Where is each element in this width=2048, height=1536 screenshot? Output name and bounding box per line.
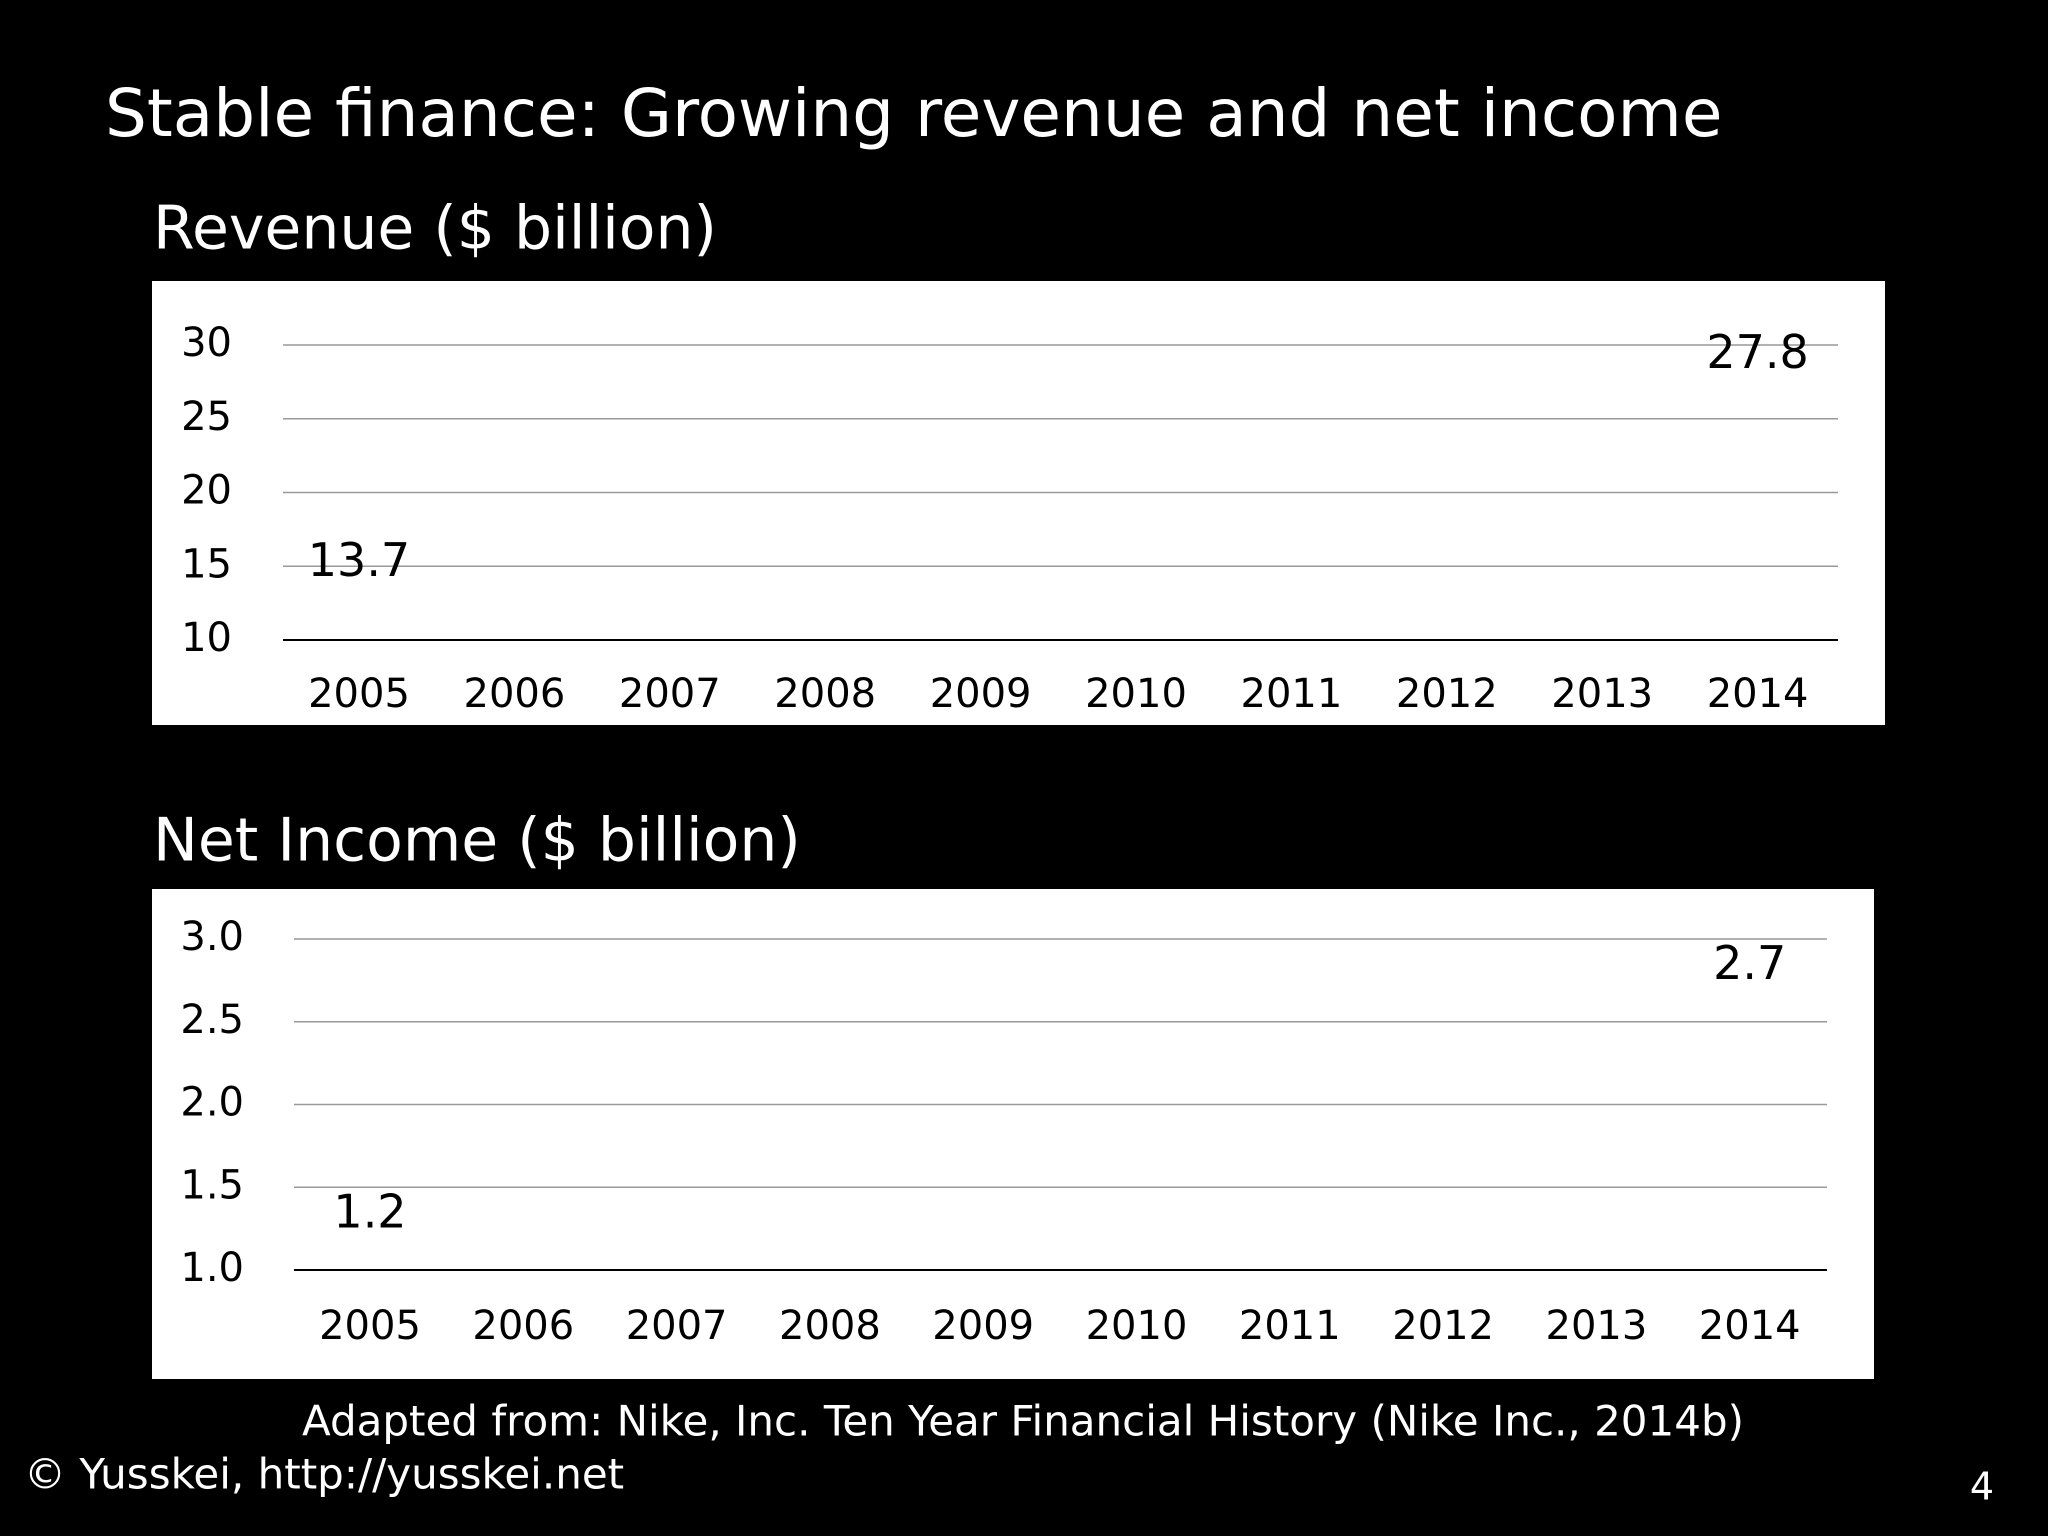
x-tick-label: 2012: [1396, 671, 1498, 717]
x-tick-label: 2012: [1392, 1303, 1494, 1349]
chart-title: Revenue ($ billion): [153, 194, 717, 264]
y-tick-label: 30: [181, 320, 232, 366]
x-tick-label: 2013: [1546, 1303, 1648, 1349]
source-note: Adapted from: Nike, Inc. Ten Year Financ…: [302, 1397, 1744, 1446]
x-tick-label: 2011: [1241, 671, 1343, 717]
x-tick-label: 2011: [1239, 1303, 1341, 1349]
chart-title: Net Income ($ billion): [153, 806, 801, 876]
x-tick-label: 2006: [472, 1303, 574, 1349]
x-tick-label: 2005: [308, 671, 410, 717]
data-label: 2.7: [1713, 936, 1786, 990]
slide-title: Stable finance: Growing revenue and net …: [105, 75, 1722, 152]
x-tick-label: 2007: [626, 1303, 728, 1349]
chart-panel: [152, 889, 1874, 1379]
x-tick-label: 2008: [774, 671, 876, 717]
x-tick-label: 2014: [1707, 671, 1809, 717]
page-number: 4: [1970, 1465, 1994, 1509]
x-tick-label: 2013: [1551, 671, 1653, 717]
x-tick-label: 2010: [1086, 1303, 1188, 1349]
y-tick-label: 3.0: [180, 914, 244, 960]
copyright: © Yusskei, http://yusskei.net: [24, 1450, 624, 1499]
chart-panel: [152, 281, 1885, 725]
y-tick-label: 10: [181, 615, 232, 661]
y-tick-label: 25: [181, 394, 232, 440]
data-label: 1.2: [333, 1184, 406, 1238]
data-label: 27.8: [1706, 325, 1808, 379]
x-tick-label: 2006: [464, 671, 566, 717]
y-tick-label: 1.5: [180, 1162, 244, 1208]
x-tick-label: 2010: [1085, 671, 1187, 717]
y-tick-label: 2.0: [180, 1080, 244, 1126]
x-tick-label: 2009: [932, 1303, 1034, 1349]
x-tick-label: 2005: [319, 1303, 421, 1349]
x-tick-label: 2009: [930, 671, 1032, 717]
y-tick-label: 15: [181, 541, 232, 587]
x-tick-label: 2007: [619, 671, 721, 717]
x-tick-label: 2008: [779, 1303, 881, 1349]
y-tick-label: 20: [181, 468, 232, 514]
y-tick-label: 2.5: [180, 997, 244, 1043]
y-tick-label: 1.0: [180, 1245, 244, 1291]
data-label: 13.7: [308, 533, 410, 587]
x-tick-label: 2014: [1699, 1303, 1801, 1349]
